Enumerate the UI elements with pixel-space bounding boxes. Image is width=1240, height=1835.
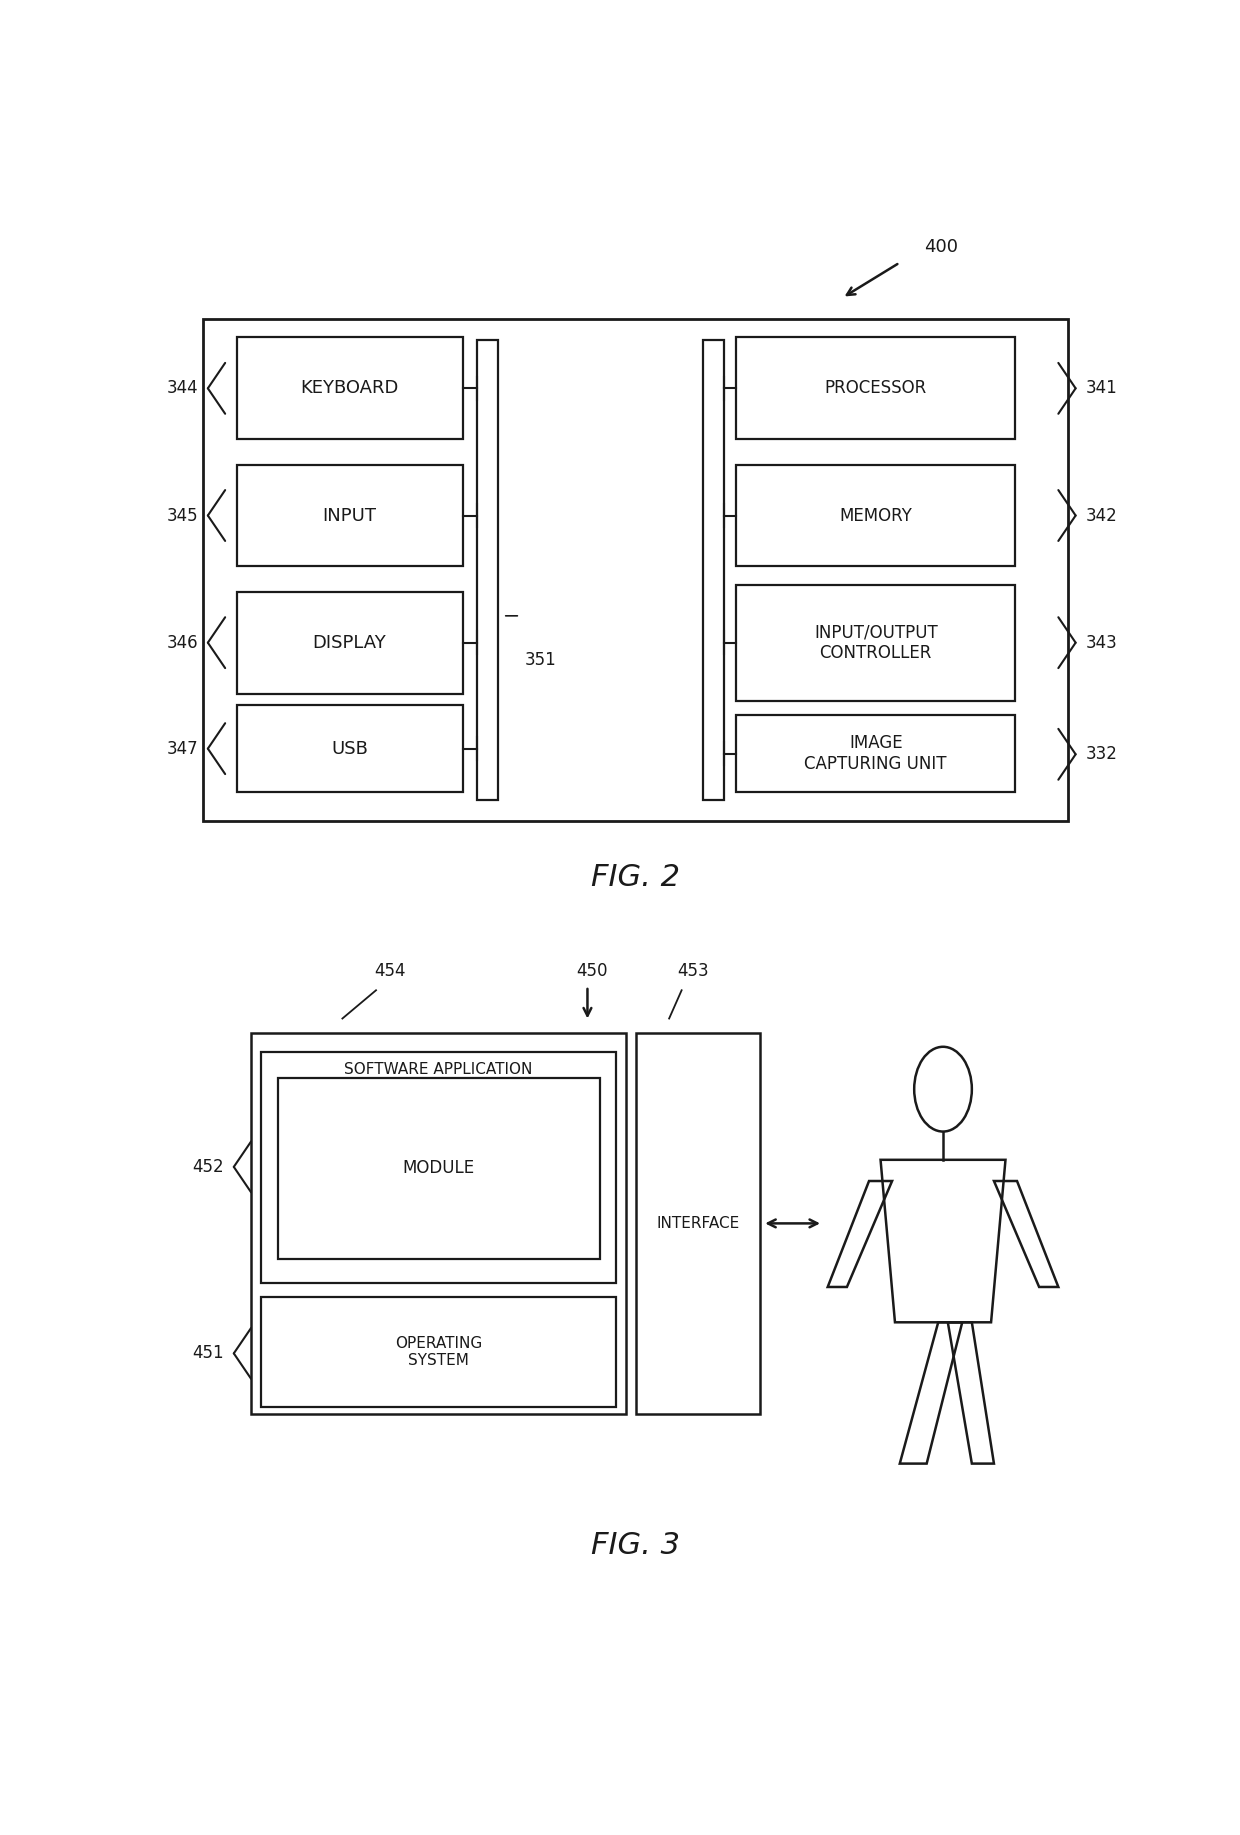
Text: 451: 451: [192, 1345, 224, 1362]
Text: FIG. 2: FIG. 2: [591, 862, 680, 892]
Text: OPERATING
SYSTEM: OPERATING SYSTEM: [394, 1336, 482, 1369]
Bar: [477, 339, 498, 800]
Bar: [635, 1033, 760, 1415]
Bar: [237, 593, 463, 694]
Text: 453: 453: [677, 962, 709, 980]
Text: IMAGE
CAPTURING UNIT: IMAGE CAPTURING UNIT: [805, 734, 947, 773]
Text: MODULE: MODULE: [403, 1160, 475, 1178]
Bar: [260, 1053, 616, 1283]
Text: 341: 341: [1085, 380, 1117, 398]
Text: USB: USB: [331, 740, 368, 758]
Bar: [260, 1297, 616, 1407]
Text: 450: 450: [577, 962, 608, 980]
Bar: [237, 338, 463, 439]
Text: 346: 346: [166, 633, 198, 651]
Text: FIG. 3: FIG. 3: [591, 1530, 680, 1560]
Text: 332: 332: [1085, 745, 1117, 763]
Text: PROCESSOR: PROCESSOR: [825, 380, 926, 398]
Text: DISPLAY: DISPLAY: [312, 633, 387, 651]
Bar: [237, 705, 463, 793]
Text: 452: 452: [192, 1158, 224, 1176]
Text: INPUT/OUTPUT
CONTROLLER: INPUT/OUTPUT CONTROLLER: [813, 624, 937, 662]
Bar: [737, 585, 1016, 701]
Text: 347: 347: [166, 740, 198, 758]
Bar: [703, 339, 724, 800]
Bar: [237, 464, 463, 567]
Bar: [203, 319, 1068, 820]
Text: 343: 343: [1085, 633, 1117, 651]
Bar: [737, 714, 1016, 793]
Text: 345: 345: [166, 506, 198, 525]
Bar: [250, 1033, 626, 1415]
Text: SOFTWARE APPLICATION: SOFTWARE APPLICATION: [345, 1062, 533, 1077]
Text: 342: 342: [1085, 506, 1117, 525]
Text: 344: 344: [166, 380, 198, 398]
Text: 351: 351: [525, 651, 557, 670]
Text: 400: 400: [924, 237, 957, 255]
Bar: [737, 464, 1016, 567]
Text: INTERFACE: INTERFACE: [656, 1217, 739, 1231]
Text: INPUT: INPUT: [322, 506, 377, 525]
Text: 454: 454: [374, 962, 407, 980]
Text: MEMORY: MEMORY: [839, 506, 913, 525]
Bar: [737, 338, 1016, 439]
Text: KEYBOARD: KEYBOARD: [300, 380, 399, 398]
Bar: [278, 1077, 600, 1259]
